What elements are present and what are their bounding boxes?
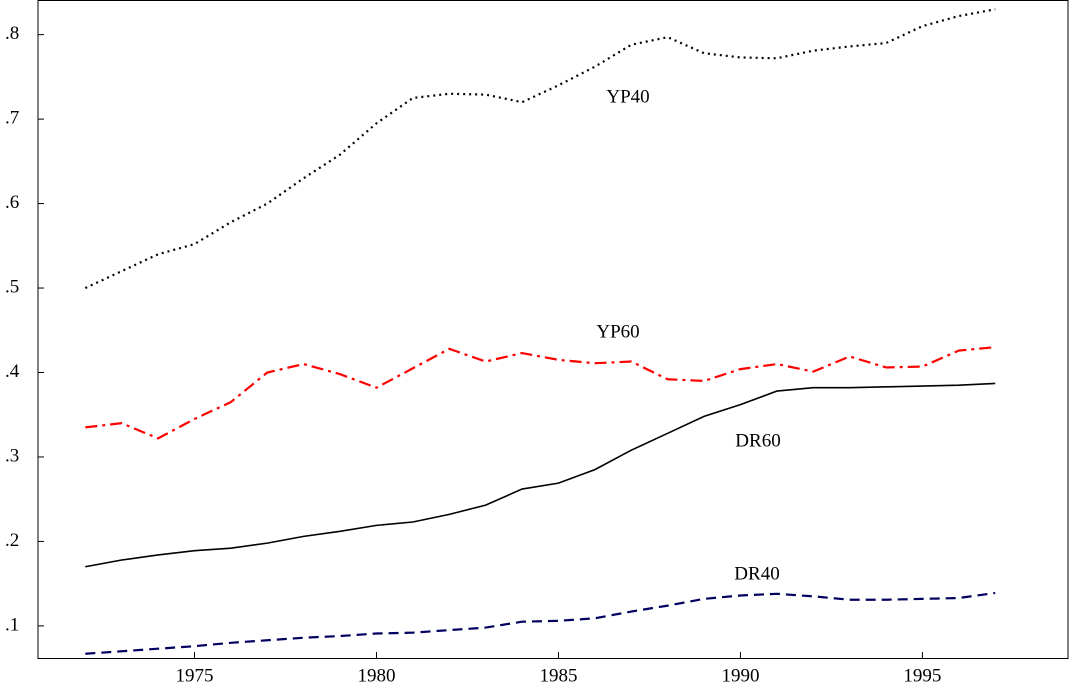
series-label: YP60	[596, 321, 639, 342]
y-tick-label: .8	[5, 23, 19, 44]
series-label: DR60	[735, 430, 780, 451]
x-tick-label: 1975	[176, 665, 214, 686]
series-line	[84, 8, 996, 290]
x-tick-label: 1985	[539, 665, 577, 686]
x-tick-label: 1980	[357, 665, 395, 686]
series-line	[85, 382, 996, 568]
y-tick-label: .3	[5, 445, 19, 466]
y-tick-label: .7	[5, 107, 19, 128]
series-line	[85, 591, 996, 655]
x-tick-label: 1995	[903, 665, 941, 686]
series-line	[85, 346, 996, 440]
plot-frame	[37, 0, 1069, 659]
y-tick-label: .1	[5, 614, 19, 635]
y-tick-label: .4	[5, 361, 20, 382]
x-tick-label: 1990	[721, 665, 759, 686]
series-label: DR40	[734, 563, 779, 584]
y-tick-label: .5	[5, 276, 19, 297]
y-tick-label: .6	[5, 192, 19, 213]
series-label: YP40	[606, 86, 649, 107]
y-tick-label: .2	[5, 530, 19, 551]
